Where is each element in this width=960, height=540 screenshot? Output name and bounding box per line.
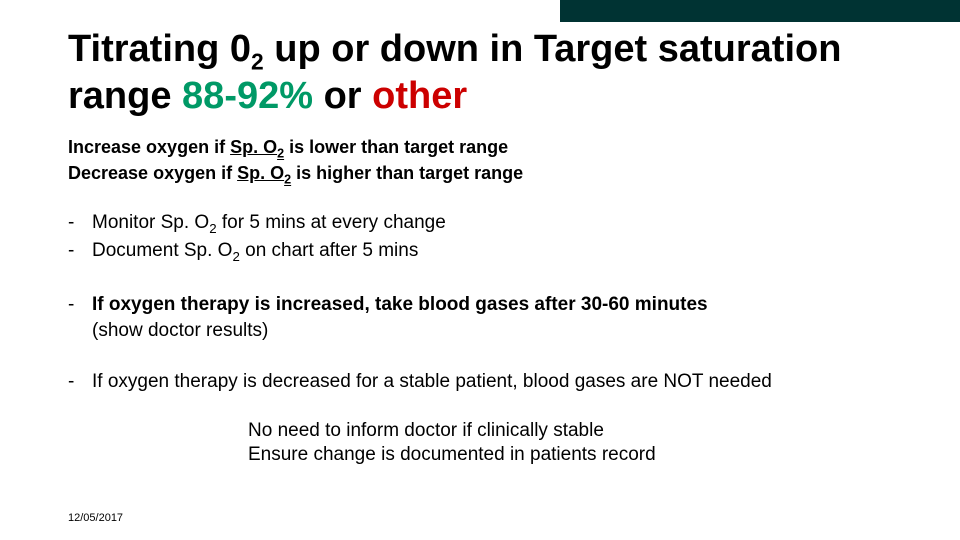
monitor-line-1: - Monitor Sp. O2 for 5 mins at every cha… <box>68 210 892 238</box>
monitor-block: - Monitor Sp. O2 for 5 mins at every cha… <box>68 210 892 265</box>
monitor2-post: on chart after 5 mins <box>240 240 418 261</box>
bullet-dash: - <box>68 292 92 343</box>
instruction-block: Increase oxygen if Sp. O2 is lower than … <box>68 136 892 188</box>
footer-notes: No need to inform doctor if clinically s… <box>248 419 892 468</box>
slide-content: Titrating 02 up or down in Target satura… <box>0 0 960 468</box>
decreased-text: If oxygen therapy is decreased for a sta… <box>92 369 772 395</box>
decreased-line: - If oxygen therapy is decreased for a s… <box>68 369 892 395</box>
title-other: other <box>372 75 467 117</box>
title-sub: 2 <box>251 49 264 75</box>
increased-paren: (show doctor results) <box>92 318 708 344</box>
spo2-label-2: Sp. O <box>237 163 284 183</box>
monitor2-pre: Document Sp. O <box>92 240 232 261</box>
monitor1-pre: Monitor Sp. O <box>92 212 209 233</box>
increase-post: is lower than target range <box>284 137 508 157</box>
footer-line-2: Ensure change is documented in patients … <box>248 443 892 468</box>
bullet-dash: - <box>68 210 92 238</box>
increased-text: If oxygen therapy is increased, take blo… <box>92 292 708 343</box>
spo2-label: Sp. O <box>230 137 277 157</box>
header-accent-bar <box>560 0 960 22</box>
monitor-line-2: - Document Sp. O2 on chart after 5 mins <box>68 238 892 266</box>
increased-block: - If oxygen therapy is increased, take b… <box>68 292 892 343</box>
monitor1-sub: 2 <box>209 221 216 236</box>
title-or: or <box>313 75 372 117</box>
increase-pre: Increase oxygen if <box>68 137 230 157</box>
decrease-pre: Decrease oxygen if <box>68 163 237 183</box>
increased-line: - If oxygen therapy is increased, take b… <box>68 292 892 343</box>
slide-title: Titrating 02 up or down in Target satura… <box>68 28 892 118</box>
title-prefix: Titrating 0 <box>68 28 251 70</box>
decrease-post: is higher than target range <box>291 163 523 183</box>
monitor1-post: for 5 mins at every change <box>217 212 446 233</box>
decrease-line: Decrease oxygen if Sp. O2 is higher than… <box>68 162 892 188</box>
increase-line: Increase oxygen if Sp. O2 is lower than … <box>68 136 892 162</box>
monitor-text-1: Monitor Sp. O2 for 5 mins at every chang… <box>92 210 446 238</box>
slide-date: 12/05/2017 <box>68 512 123 524</box>
monitor2-sub: 2 <box>232 249 239 264</box>
monitor-text-2: Document Sp. O2 on chart after 5 mins <box>92 238 418 266</box>
title-range: 88-92% <box>182 75 313 117</box>
footer-line-1: No need to inform doctor if clinically s… <box>248 419 892 444</box>
bullet-dash: - <box>68 369 92 395</box>
decreased-block: - If oxygen therapy is decreased for a s… <box>68 369 892 395</box>
bullet-dash: - <box>68 238 92 266</box>
increased-main: If oxygen therapy is increased, take blo… <box>92 294 708 315</box>
